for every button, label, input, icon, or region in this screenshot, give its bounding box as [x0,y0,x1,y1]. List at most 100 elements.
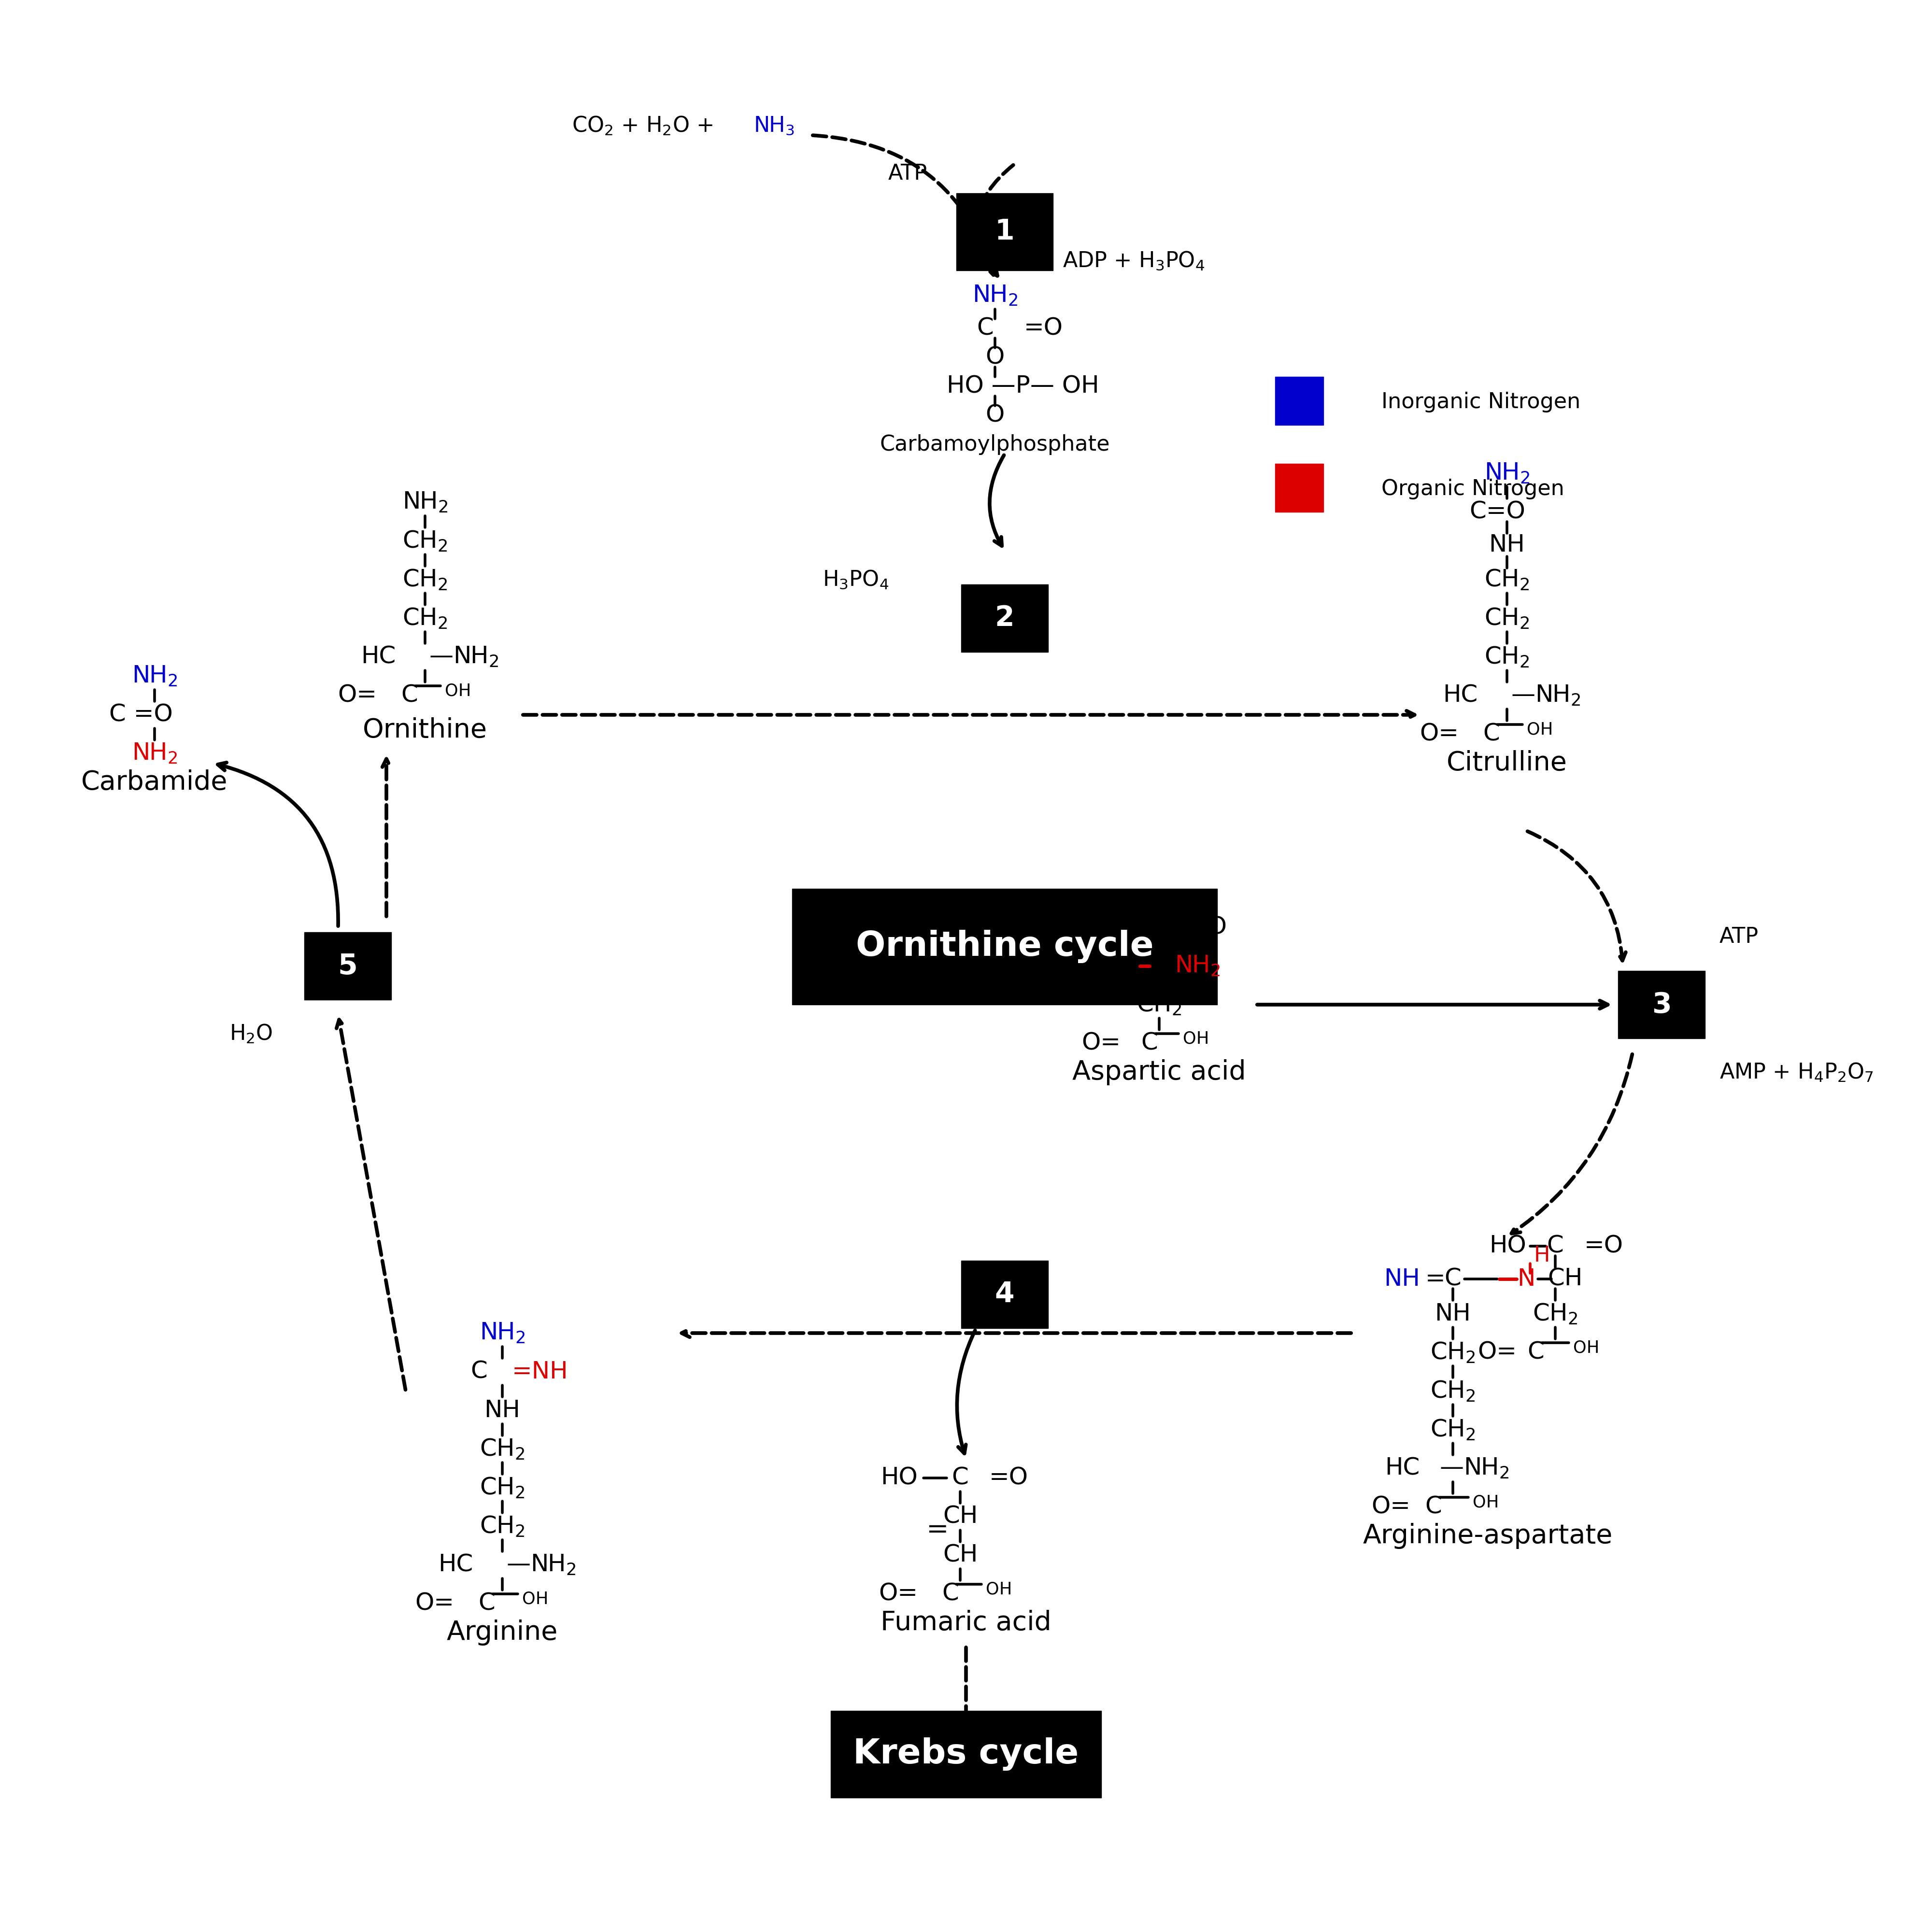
Text: —NH$_2$: —NH$_2$ [429,645,498,668]
Text: NH: NH [1383,1267,1420,1291]
Text: C: C [1151,916,1167,939]
Text: =NH: =NH [512,1360,568,1383]
Text: $_{\rm{OH}}$: $_{\rm{OH}}$ [1526,713,1551,736]
Text: C: C [978,317,993,340]
Text: CH$_2$: CH$_2$ [479,1437,526,1461]
Text: CH: CH [943,1505,978,1528]
Text: 4: 4 [995,1281,1014,1308]
Text: C =O: C =O [110,703,172,726]
Text: O=: O= [1372,1495,1410,1519]
FancyBboxPatch shape [1275,377,1323,425]
Text: CH$_2$: CH$_2$ [1484,607,1530,630]
Text: C: C [402,684,417,707]
Text: =O: =O [1024,317,1063,340]
Text: $_{\rm{OH}}$: $_{\rm{OH}}$ [522,1582,547,1605]
Text: NH: NH [485,1399,520,1422]
Text: CH$_2$: CH$_2$ [479,1476,526,1499]
Text: O=: O= [1478,1341,1517,1364]
Text: Ornithine cycle: Ornithine cycle [856,929,1153,964]
Text: C: C [1142,1032,1157,1055]
Text: =: = [925,1517,949,1544]
Text: CO$_2$ + H$_2$O +: CO$_2$ + H$_2$O + [572,114,715,137]
Text: C: C [1484,723,1499,746]
Text: NH$_2$: NH$_2$ [131,665,178,688]
Text: O: O [985,346,1005,369]
Text: Inorganic Nitrogen: Inorganic Nitrogen [1381,392,1580,412]
Text: 3: 3 [1652,991,1671,1018]
Text: Aspartic acid: Aspartic acid [1072,1059,1246,1086]
Text: =O: =O [1188,916,1227,939]
Text: NH$_2$: NH$_2$ [131,742,178,765]
Text: NH$_2$: NH$_2$ [1484,462,1530,485]
Text: $_{\rm{OH}}$: $_{\rm{OH}}$ [1573,1331,1598,1354]
FancyBboxPatch shape [962,1260,1047,1329]
Text: CH: CH [1548,1267,1582,1291]
Text: ATP: ATP [889,164,927,184]
Text: NH: NH [1435,1302,1470,1325]
Text: C: C [471,1360,487,1383]
FancyBboxPatch shape [1619,970,1706,1039]
Text: H$_3$PO$_4$: H$_3$PO$_4$ [823,568,889,591]
Text: O: O [985,404,1005,427]
Text: ATP: ATP [1719,927,1758,947]
FancyBboxPatch shape [962,583,1047,653]
Text: NH$_2$: NH$_2$ [402,491,448,514]
Text: NH$_2$: NH$_2$ [479,1321,526,1345]
Text: Fumaric acid: Fumaric acid [881,1609,1051,1636]
Text: 1: 1 [995,218,1014,245]
Text: C: C [479,1592,495,1615]
Text: —NH$_2$: —NH$_2$ [1439,1457,1509,1480]
Text: CH$_2$: CH$_2$ [1430,1379,1476,1403]
Text: NH$_2$: NH$_2$ [1175,954,1221,978]
Text: HC: HC [439,1553,473,1577]
Text: O=: O= [415,1592,454,1615]
Text: HO: HO [881,1466,918,1490]
Text: CH$_2$: CH$_2$ [1484,568,1530,591]
Text: CH$_2$: CH$_2$ [1484,645,1530,668]
Text: CH$_2$: CH$_2$ [1532,1302,1578,1325]
Text: Ornithine: Ornithine [363,717,487,744]
Text: H$_2$O: H$_2$O [230,1022,272,1045]
FancyBboxPatch shape [1275,464,1323,512]
Text: CH$_2$: CH$_2$ [1430,1341,1476,1364]
Text: HO —P— OH: HO —P— OH [947,375,1099,398]
FancyBboxPatch shape [831,1712,1101,1797]
Text: O=: O= [1082,1032,1121,1055]
Text: 5: 5 [338,952,357,980]
Text: CH$_2$: CH$_2$ [402,529,448,553]
Text: HC: HC [1385,1457,1420,1480]
Text: Organic Nitrogen: Organic Nitrogen [1381,479,1565,498]
Text: NH$_2$: NH$_2$ [972,284,1018,307]
Text: Krebs cycle: Krebs cycle [854,1737,1078,1772]
Text: CH$_2$: CH$_2$ [1136,993,1182,1016]
Text: H: H [1534,1246,1549,1265]
FancyBboxPatch shape [792,889,1217,1005]
Text: O=: O= [338,684,377,707]
Text: =: = [1426,1267,1445,1291]
Text: CH: CH [943,1544,978,1567]
Text: Arginine-aspartate: Arginine-aspartate [1362,1522,1613,1549]
Text: CH$_2$: CH$_2$ [402,568,448,591]
Text: NH: NH [1490,533,1524,556]
Text: AMP + H$_4$P$_2$O$_7$: AMP + H$_4$P$_2$O$_7$ [1719,1061,1874,1084]
Text: Carbamide: Carbamide [81,769,228,796]
Text: =O: =O [989,1466,1028,1490]
Text: O=: O= [879,1582,918,1605]
Text: CH$_2$: CH$_2$ [402,607,448,630]
Text: HC: HC [1443,684,1478,707]
Text: $_{\rm{OH}}$: $_{\rm{OH}}$ [985,1573,1010,1596]
FancyBboxPatch shape [956,193,1053,270]
Text: O=: O= [1420,723,1459,746]
Text: C: C [952,1466,968,1490]
Text: 2: 2 [995,605,1014,632]
Text: HO: HO [1490,1235,1526,1258]
Text: C: C [943,1582,958,1605]
Text: —NH$_2$: —NH$_2$ [506,1553,576,1577]
Text: C: C [1445,1267,1461,1291]
Text: CH$_2$: CH$_2$ [1430,1418,1476,1441]
Text: Arginine: Arginine [446,1619,558,1646]
Text: HC: HC [361,645,396,668]
Text: C: C [1548,1235,1563,1258]
Text: Carbamoylphosphate: Carbamoylphosphate [879,435,1111,454]
Text: $_{\rm{OH}}$: $_{\rm{OH}}$ [1472,1486,1497,1509]
